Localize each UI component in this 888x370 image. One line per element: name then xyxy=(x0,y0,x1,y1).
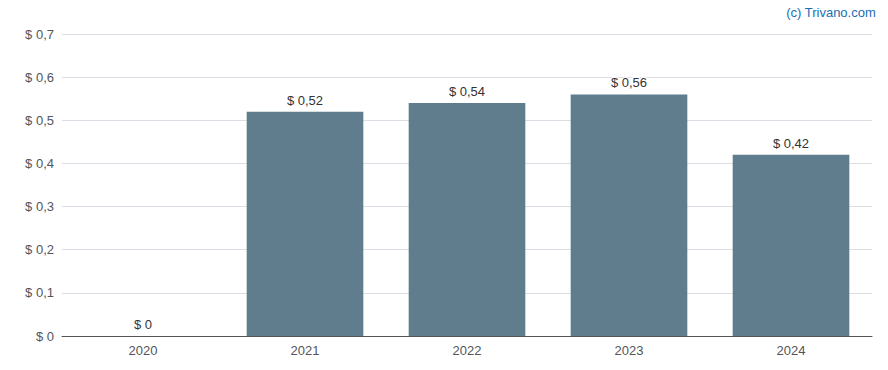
svg-text:$ 0,56: $ 0,56 xyxy=(611,75,647,90)
svg-text:$ 0,7: $ 0,7 xyxy=(25,27,54,42)
svg-text:$ 0,42: $ 0,42 xyxy=(773,136,809,151)
svg-text:2021: 2021 xyxy=(291,343,320,358)
svg-text:$ 0: $ 0 xyxy=(36,329,54,344)
svg-text:2020: 2020 xyxy=(129,343,158,358)
svg-text:$ 0,1: $ 0,1 xyxy=(25,285,54,300)
svg-text:$ 0,5: $ 0,5 xyxy=(25,113,54,128)
svg-text:$ 0: $ 0 xyxy=(134,317,152,332)
svg-text:$ 0,52: $ 0,52 xyxy=(287,93,323,108)
svg-text:$ 0,6: $ 0,6 xyxy=(25,70,54,85)
svg-text:$ 0,2: $ 0,2 xyxy=(25,242,54,257)
svg-text:2024: 2024 xyxy=(777,343,806,358)
svg-text:2023: 2023 xyxy=(615,343,644,358)
svg-text:$ 0,3: $ 0,3 xyxy=(25,199,54,214)
svg-text:$ 0,4: $ 0,4 xyxy=(25,156,54,171)
svg-text:$ 0,54: $ 0,54 xyxy=(449,84,485,99)
svg-text:2022: 2022 xyxy=(453,343,482,358)
svg-text:(c) Trivano.com: (c) Trivano.com xyxy=(786,5,876,20)
